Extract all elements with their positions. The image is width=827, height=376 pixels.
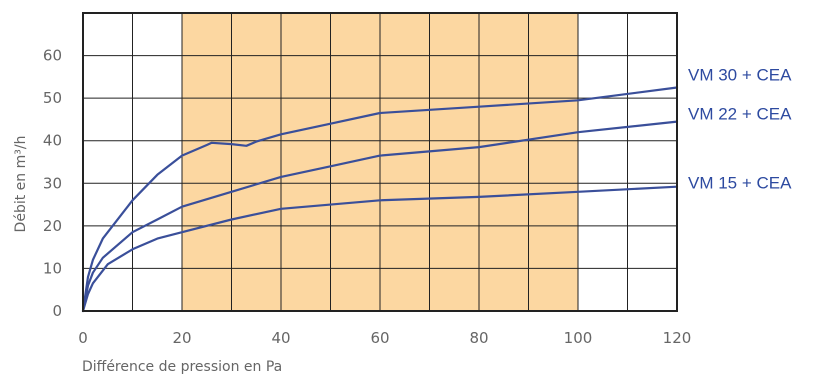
y-tick-label: 40 <box>43 132 62 150</box>
grid-layer <box>83 13 677 311</box>
series-label-3: VM 15 + CEA <box>688 174 792 193</box>
series-label-2: VM 22 + CEA <box>688 105 792 124</box>
x-tick-label: 40 <box>271 329 290 347</box>
y-tick-label: 60 <box>43 47 62 65</box>
y-tick-label: 0 <box>52 302 62 320</box>
series-layer <box>81 86 679 313</box>
x-axis-title: Différence de pression en Pa <box>82 359 282 375</box>
series-label-1: VM 30 + CEA <box>688 66 792 85</box>
y-tick-label: 50 <box>43 89 62 107</box>
x-tick-label: 60 <box>370 329 389 347</box>
series-line-3 <box>81 185 679 313</box>
label-layer: 0 20 40 60 80 100 120 0 10 20 30 40 50 60 Différence d… <box>13 47 792 375</box>
x-tick-label: 0 <box>78 329 88 347</box>
x-tick-label: 100 <box>564 329 593 347</box>
y-tick-label: 10 <box>43 259 62 277</box>
plot-frame <box>82 12 678 312</box>
series-line-2 <box>81 120 679 313</box>
x-tick-label: 20 <box>172 329 191 347</box>
y-tick-label: 20 <box>43 217 62 235</box>
plot-frame-layer <box>82 12 678 312</box>
y-axis-title: Débit en m³/h <box>13 136 29 233</box>
y-tick-label: 30 <box>43 174 62 192</box>
x-tick-label: 80 <box>469 329 488 347</box>
series-line-1 <box>81 86 679 313</box>
x-tick-label: 120 <box>663 329 692 347</box>
